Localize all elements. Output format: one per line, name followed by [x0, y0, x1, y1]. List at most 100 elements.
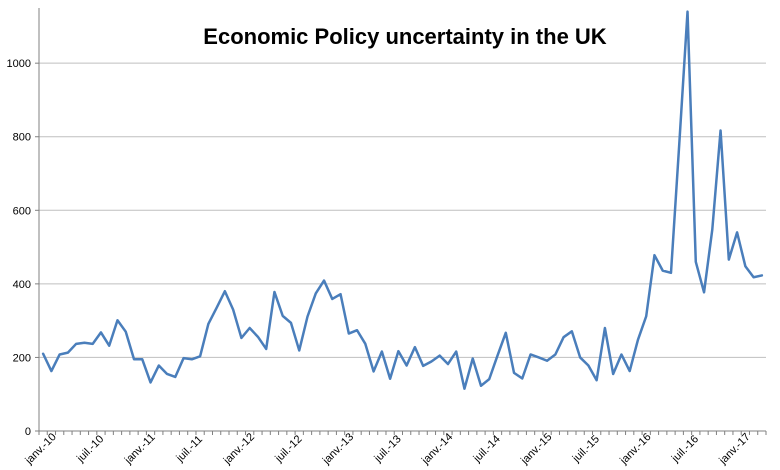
data-point	[166, 373, 168, 375]
data-point	[215, 307, 217, 309]
data-point	[628, 370, 630, 372]
x-tick-label: janv.-17	[716, 431, 752, 467]
y-tick-label: 1000	[7, 58, 31, 70]
y-tick-label: 800	[13, 132, 31, 144]
data-point	[240, 337, 242, 339]
chart-title: Economic Policy uncertainty in the UK	[203, 24, 607, 49]
data-point	[728, 258, 730, 260]
data-point	[306, 315, 308, 317]
data-point	[224, 290, 226, 292]
data-point	[438, 354, 440, 356]
data-point	[42, 353, 44, 355]
data-point	[678, 143, 680, 145]
x-tick-label: juil.-14	[471, 433, 503, 465]
series	[41, 10, 764, 390]
data-point	[496, 354, 498, 356]
data-point	[364, 343, 366, 345]
x-tick-label: juil.-16	[669, 433, 701, 465]
data-point	[719, 129, 721, 131]
data-point	[405, 364, 407, 366]
data-point	[414, 346, 416, 348]
data-point	[554, 353, 556, 355]
data-point	[83, 342, 85, 344]
data-point	[67, 351, 69, 353]
data-point	[579, 356, 581, 358]
x-tick-label: juil.-11	[174, 433, 206, 465]
data-point	[257, 336, 259, 338]
data-point	[662, 269, 664, 271]
data-point	[182, 357, 184, 359]
data-point	[315, 292, 317, 294]
data-point	[736, 231, 738, 233]
data-point	[488, 378, 490, 380]
data-point	[75, 343, 77, 345]
data-point	[265, 348, 267, 350]
y-tick-label: 0	[25, 426, 31, 438]
data-point	[430, 360, 432, 362]
data-point	[670, 272, 672, 274]
data-point	[381, 350, 383, 352]
data-point	[372, 370, 374, 372]
x-tick-label: juil.-12	[272, 433, 304, 465]
data-point	[711, 228, 713, 230]
data-point	[191, 358, 193, 360]
x-tick-label: janv.-13	[320, 431, 356, 467]
data-point	[546, 360, 548, 362]
x-tick-label: janv.-12	[221, 431, 257, 467]
data-point	[339, 293, 341, 295]
data-point	[389, 378, 391, 380]
data-point	[620, 353, 622, 355]
data-point	[356, 329, 358, 331]
y-tick-label: 200	[13, 352, 31, 364]
data-point	[645, 315, 647, 317]
x-tick-label: janv.-15	[518, 431, 554, 467]
y-tick-label: 400	[13, 279, 31, 291]
data-point	[149, 381, 151, 383]
data-point	[232, 308, 234, 310]
data-point	[273, 291, 275, 293]
data-point	[521, 377, 523, 379]
data-point	[290, 322, 292, 324]
data-point	[125, 330, 127, 332]
data-point	[158, 364, 160, 366]
data-point	[612, 373, 614, 375]
data-point	[637, 339, 639, 341]
data-point	[248, 327, 250, 329]
data-point	[562, 336, 564, 338]
data-point	[100, 331, 102, 333]
data-point	[480, 385, 482, 387]
data-point	[58, 353, 60, 355]
data-point	[529, 353, 531, 355]
data-point	[752, 276, 754, 278]
data-point	[331, 298, 333, 300]
data-point	[50, 370, 52, 372]
x-tick-label: juil.-13	[372, 433, 404, 465]
data-point	[653, 254, 655, 256]
data-point	[703, 291, 705, 293]
data-point	[587, 364, 589, 366]
data-point	[513, 372, 515, 374]
series-line-0	[41, 10, 764, 390]
data-point	[505, 332, 507, 334]
data-point	[595, 379, 597, 381]
data-point	[116, 319, 118, 321]
data-point	[455, 350, 457, 352]
x-tick-label: juil.-15	[570, 433, 602, 465]
data-point	[538, 356, 540, 358]
data-point	[571, 330, 573, 332]
data-point	[604, 327, 606, 329]
data-point	[397, 350, 399, 352]
data-point	[207, 323, 209, 325]
data-point	[133, 358, 135, 360]
data-point	[761, 274, 763, 276]
data-point	[199, 355, 201, 357]
data-point	[282, 315, 284, 317]
data-point	[174, 376, 176, 378]
data-point	[744, 265, 746, 267]
data-point	[463, 388, 465, 390]
data-point	[323, 279, 325, 281]
x-tick-label: juil.-10	[74, 433, 106, 465]
data-point	[298, 349, 300, 351]
